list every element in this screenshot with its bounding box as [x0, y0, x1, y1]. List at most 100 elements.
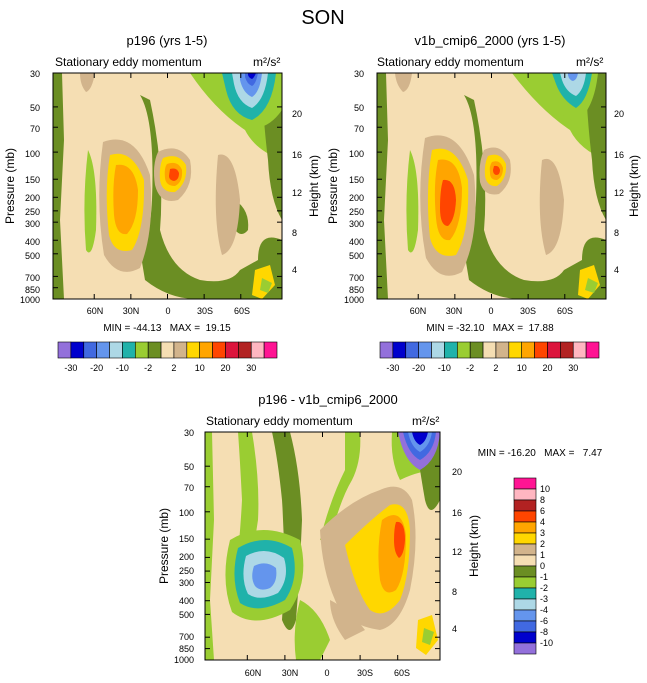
panel-b-title: v1b_cmip6_2000 (yrs 1-5) [414, 33, 565, 48]
colorbar-swatch [521, 341, 535, 359]
x-tick-label: 60N [410, 306, 427, 316]
colorbar-swatch [405, 341, 419, 359]
colorbar-label: -10 [438, 363, 451, 373]
y-tick-label: 150 [25, 175, 40, 185]
colorbar-label: 8 [540, 495, 545, 505]
colorbar-swatch [147, 341, 162, 359]
y-tick-label: 1000 [174, 655, 194, 665]
y-tick-label: 400 [179, 596, 194, 606]
colorbar-swatch [238, 341, 252, 359]
y-tick-label: 400 [349, 237, 364, 247]
colorbar-b: -30 -20 -10 -2 2 10 20 30 [379, 341, 600, 373]
y-tick-label: 30 [30, 69, 40, 79]
colorbar-swatch [495, 341, 510, 359]
height-tick-label: 20 [452, 467, 462, 477]
colorbar-swatch [513, 477, 537, 490]
y-tick-label: 250 [25, 207, 40, 217]
colorbar-swatch [199, 341, 213, 359]
colorbar-label: 4 [540, 517, 545, 527]
colorbar-label: 30 [568, 363, 578, 373]
x-tick-label: 30S [197, 306, 213, 316]
y-tick-label: 250 [179, 566, 194, 576]
colorbar-label: -30 [64, 363, 77, 373]
panel-c-y-right-ticks: 20 16 12 8 4 [452, 467, 462, 634]
y-tick-label: 50 [30, 103, 40, 113]
colorbar-label: -20 [412, 363, 425, 373]
panel-b-stats: MIN = -32.10 MAX = 17.88 [426, 323, 554, 334]
tick-marks [53, 72, 282, 300]
colorbar-swatch [160, 341, 175, 359]
x-tick-label: 60S [394, 668, 410, 678]
colorbar-swatch [225, 341, 239, 359]
y-tick-label: 850 [179, 644, 194, 654]
colorbar-swatch [513, 598, 537, 611]
colorbar-swatch [513, 521, 537, 534]
panel-a-stats: MIN = -44.13 MAX = 19.15 [103, 323, 231, 334]
colorbar-swatch [513, 532, 537, 545]
colorbar-swatch [572, 341, 587, 359]
tick-marks [205, 431, 440, 661]
colorbar-swatch [482, 341, 497, 359]
colorbar-swatch [513, 631, 537, 644]
x-tick-label: 30N [123, 306, 140, 316]
colorbar-label: 1 [540, 550, 545, 560]
panel-b-left-label: Stationary eddy momentum [377, 55, 524, 69]
x-tick-label: 30S [520, 306, 536, 316]
colorbar-swatch [96, 341, 110, 359]
y-tick-label: 850 [25, 285, 40, 295]
y-tick-label: 250 [349, 207, 364, 217]
colorbar-swatch [70, 341, 85, 359]
height-tick-label: 8 [452, 587, 457, 597]
panel-c-title: p196 - v1b_cmip6_2000 [258, 392, 398, 407]
colorbar-label: -4 [540, 605, 548, 615]
y-tick-label: 30 [354, 69, 364, 79]
panel-a-x-ticks: 60N 30N 0 30S 60S [87, 306, 250, 316]
y-tick-label: 200 [349, 193, 364, 203]
colorbar-label: 6 [540, 506, 545, 516]
x-tick-label: 0 [165, 306, 170, 316]
colorbar-label: 0 [540, 561, 545, 571]
colorbar-label: 10 [517, 363, 527, 373]
x-tick-label: 30N [282, 668, 299, 678]
height-tick-label: 16 [614, 150, 624, 160]
panel-b-x-ticks: 60N 30N 0 30S 60S [410, 306, 573, 316]
panel-b-ylabel: Pressure (mb) [326, 148, 340, 224]
height-tick-label: 12 [614, 188, 624, 198]
colorbar-swatch [109, 341, 123, 359]
panel-a-title: p196 (yrs 1-5) [127, 33, 208, 48]
panel-b-y-right-ticks: 20 16 12 8 4 [614, 109, 624, 275]
height-tick-label: 12 [452, 547, 462, 557]
colorbar-label: 30 [246, 363, 256, 373]
tick-marks [377, 72, 606, 300]
y-tick-label: 150 [349, 175, 364, 185]
figure-title: SON [301, 7, 344, 29]
colorbar-label: -1 [540, 572, 548, 582]
panel-a-field [53, 73, 282, 299]
y-tick-label: 500 [179, 610, 194, 620]
y-tick-label: 850 [349, 285, 364, 295]
y-tick-label: 70 [354, 124, 364, 134]
height-tick-label: 8 [614, 228, 619, 238]
panel-c-units: m²/s² [412, 414, 439, 428]
colorbar-label: 20 [220, 363, 230, 373]
colorbar-label: -3 [540, 594, 548, 604]
colorbar-swatch [513, 576, 537, 589]
panel-c-field [205, 432, 440, 660]
colorbar-swatch [57, 341, 72, 359]
colorbar-swatch [134, 341, 149, 359]
y-tick-label: 1000 [20, 295, 40, 305]
colorbar-swatch [547, 341, 561, 359]
colorbar-label: 2 [540, 539, 545, 549]
panel-b-y-ticks: 30 50 70 100 150 200 250 300 400 500 700… [344, 69, 364, 305]
colorbar-swatch [122, 341, 136, 359]
colorbar-swatch [392, 341, 407, 359]
colorbar-swatch [379, 341, 394, 359]
x-tick-label: 30N [446, 306, 463, 316]
y-tick-label: 30 [184, 428, 194, 438]
colorbar-swatch [186, 341, 201, 359]
colorbar-label: -2 [144, 363, 152, 373]
y-tick-label: 100 [179, 508, 194, 518]
y-tick-label: 300 [349, 219, 364, 229]
panel-a-ylabel: Pressure (mb) [3, 148, 17, 224]
